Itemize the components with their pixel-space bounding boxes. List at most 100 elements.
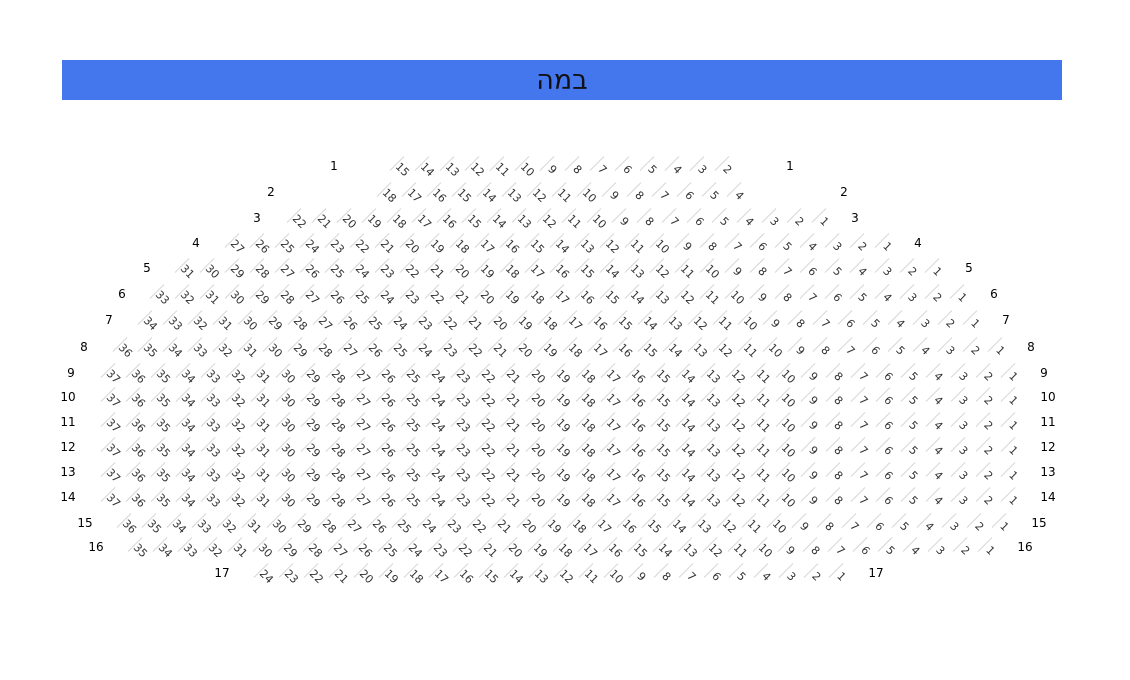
seat-number: 5 [906, 369, 921, 384]
seat-number: 11 [702, 288, 722, 308]
row-label-right: 4 [914, 236, 922, 250]
seat-number: 21 [465, 314, 485, 334]
seat-number: 25 [403, 416, 423, 436]
seat-number: 9 [616, 214, 631, 229]
seat-number: 6 [691, 214, 706, 229]
seat-number: 17 [431, 567, 451, 587]
seat-number: 23 [377, 262, 397, 282]
seat-number: 2 [808, 569, 823, 584]
seat-number: 8 [831, 369, 846, 384]
seat-number: 25 [365, 314, 385, 334]
seat-number: 28 [315, 341, 335, 361]
seat-number: 35 [153, 441, 173, 461]
seat-number: 13 [442, 160, 462, 180]
seat-number: 4 [805, 239, 820, 254]
seat-number: 29 [303, 367, 323, 387]
seat-number: 30 [278, 441, 298, 461]
seat-number: 18 [555, 541, 575, 561]
seat-number: 34 [178, 367, 198, 387]
seat-number: 33 [203, 441, 223, 461]
seat-number: 28 [290, 314, 310, 334]
seat-number: 15 [644, 517, 664, 537]
seat-number: 2 [981, 468, 996, 483]
seat-number: 24 [390, 314, 410, 334]
seat-number: 22 [478, 367, 498, 387]
seat-number: 5 [644, 162, 659, 177]
seat-number: 5 [906, 393, 921, 408]
seat-number: 14 [655, 541, 675, 561]
seat-number: 8 [831, 443, 846, 458]
seat-number: 21 [503, 441, 523, 461]
seat-number: 8 [831, 393, 846, 408]
seat-number: 13 [694, 517, 714, 537]
row-label-left: 9 [67, 366, 75, 380]
seat-number: 12 [467, 160, 487, 180]
seat-number: 5 [855, 290, 870, 305]
row-label-left: 2 [267, 185, 275, 199]
seat-number: 20 [528, 441, 548, 461]
seat-number: 24 [302, 237, 322, 257]
seat-number: 5 [733, 569, 748, 584]
seat-number: 7 [780, 264, 795, 279]
seat-number: 18 [578, 416, 598, 436]
seat-number: 23 [453, 391, 473, 411]
seat-number: 29 [280, 541, 300, 561]
seat-number: 12 [556, 567, 576, 587]
seat-number: 20 [515, 341, 535, 361]
seat-number: 17 [603, 367, 623, 387]
seat-number: 37 [103, 416, 123, 436]
seat-number: 15 [527, 237, 547, 257]
seat-number: 32 [205, 541, 225, 561]
seat-number: 8 [705, 239, 720, 254]
seat-number: 31 [230, 541, 250, 561]
seat-number: 13 [703, 491, 723, 511]
seat-number: 26 [369, 517, 389, 537]
seat-number: 8 [780, 290, 795, 305]
seat-number: 1 [983, 543, 998, 558]
seat-number: 22 [402, 262, 422, 282]
seat-number: 22 [478, 441, 498, 461]
seat-number: 16 [577, 288, 597, 308]
seat-number: 21 [490, 341, 510, 361]
seat-number: 19 [530, 541, 550, 561]
seat-number: 29 [303, 416, 323, 436]
row-label-left: 14 [60, 490, 76, 504]
seat-number: 10 [652, 237, 672, 257]
seat-number: 9 [806, 418, 821, 433]
seat-number: 9 [806, 443, 821, 458]
seat-number: 33 [203, 491, 223, 511]
seat-number: 13 [665, 314, 685, 334]
seat-number: 16 [439, 212, 459, 232]
seat-number: 5 [906, 418, 921, 433]
seat-number: 15 [653, 466, 673, 486]
seat-number: 9 [796, 519, 811, 534]
seat-number: 10 [769, 517, 789, 537]
seat-number: 27 [353, 391, 373, 411]
seat-number: 11 [677, 262, 697, 282]
seat-number: 6 [881, 418, 896, 433]
seat-number: 2 [791, 214, 806, 229]
seat-number: 20 [528, 391, 548, 411]
seat-number: 3 [917, 316, 932, 331]
seat-number: 30 [202, 262, 222, 282]
seat-number: 25 [403, 441, 423, 461]
row-label-right: 1 [786, 159, 794, 173]
seat-number: 18 [527, 288, 547, 308]
seat-number: 12 [690, 314, 710, 334]
seat-number: 16 [628, 466, 648, 486]
seat-number: 2 [855, 239, 870, 254]
seat-number: 22 [352, 237, 372, 257]
seat-number: 16 [605, 541, 625, 561]
seat-number: 26 [327, 288, 347, 308]
seat-number: 4 [917, 343, 932, 358]
seat-number: 16 [619, 517, 639, 537]
seat-number: 8 [792, 316, 807, 331]
row-label-left: 12 [60, 440, 76, 454]
seat-number: 4 [931, 418, 946, 433]
seat-number: 11 [753, 416, 773, 436]
row-label-left: 7 [105, 313, 113, 327]
seat-number: 22 [478, 391, 498, 411]
seat-number: 16 [456, 567, 476, 587]
seat-number: 33 [203, 391, 223, 411]
seat-number: 31 [253, 391, 273, 411]
